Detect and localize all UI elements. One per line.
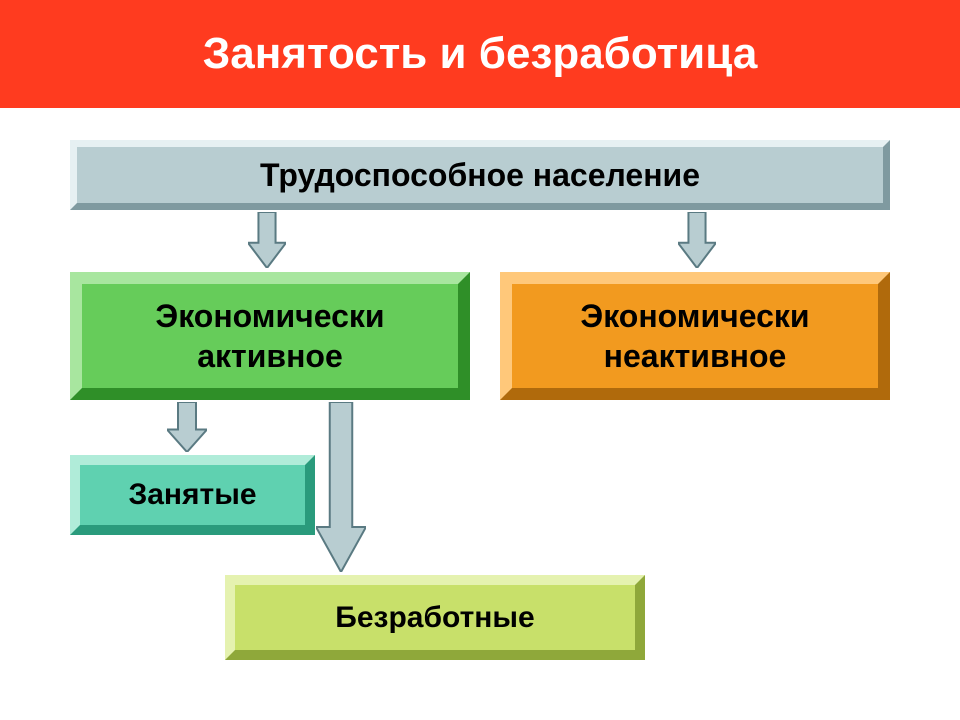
slide-title-text: Занятость и безработица [203, 29, 758, 78]
slide-title: Занятость и безработица [0, 0, 960, 108]
box-root-label: Трудоспособное население [260, 155, 700, 195]
box-unemployed: Безработные [225, 575, 645, 660]
box-root: Трудоспособное население [70, 140, 890, 210]
box-active: Экономическиактивное [70, 272, 470, 400]
box-inactive-label: Экономическинеактивное [580, 296, 809, 376]
arrow-to-unemployed [316, 402, 366, 572]
box-unemployed-label: Безработные [335, 599, 534, 637]
arrow-to-active [248, 212, 286, 268]
box-employed: Занятые [70, 455, 315, 535]
box-inactive: Экономическинеактивное [500, 272, 890, 400]
arrow-to-employed [167, 402, 207, 452]
box-active-label: Экономическиактивное [155, 296, 384, 376]
arrow-to-inactive [678, 212, 716, 268]
box-employed-label: Занятые [128, 476, 256, 514]
